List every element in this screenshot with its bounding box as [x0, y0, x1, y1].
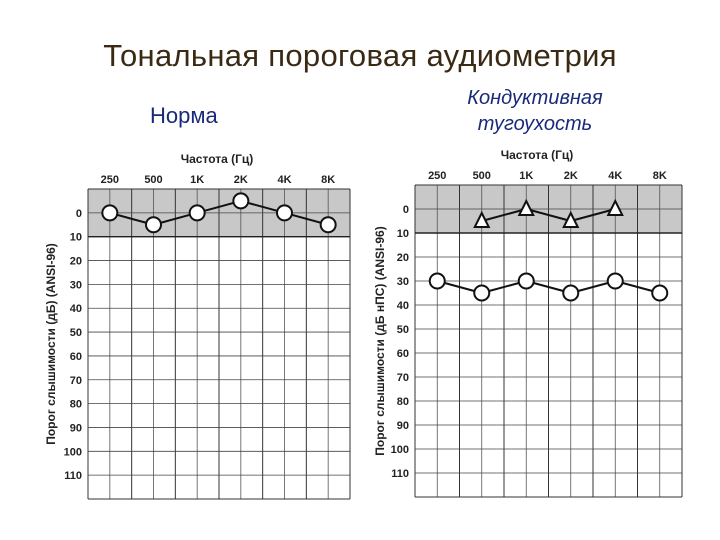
y-tick-label: 70	[397, 372, 409, 384]
y-tick-label: 60	[397, 348, 409, 360]
data-point-circle	[517, 272, 535, 290]
x-tick-label: 4K	[277, 174, 291, 186]
data-point-triangle	[473, 210, 491, 228]
y-tick-label: 10	[70, 232, 82, 244]
y-tick-label: 80	[70, 399, 82, 411]
y-tick-label: 50	[70, 327, 82, 339]
y-tick-label: 40	[397, 300, 409, 312]
x-tick-label: 1K	[190, 174, 204, 186]
data-point-circle	[473, 284, 491, 302]
y-tick-label: 30	[70, 279, 82, 291]
series-line-segment	[481, 208, 527, 222]
y-tick-label: 100	[64, 446, 82, 458]
data-point-triangle	[606, 198, 624, 216]
slide-title: Тональная пороговая аудиометрия	[103, 38, 617, 73]
data-point-circle	[428, 272, 446, 290]
y-tick-label: 80	[397, 396, 409, 408]
y-tick-label: 90	[70, 422, 82, 434]
y-tick-label: 100	[391, 444, 409, 456]
y-tick-label: 30	[397, 276, 409, 288]
y-tick-label: 60	[70, 351, 82, 363]
y-tick-label: 0	[403, 204, 409, 216]
x-tick-label: 500	[473, 170, 491, 182]
x-tick-label: 2K	[234, 174, 248, 186]
data-point-circle	[188, 204, 206, 222]
series-line-segment	[570, 208, 616, 222]
x-axis-title: Частота (Гц)	[501, 148, 574, 162]
y-tick-label: 90	[397, 420, 409, 432]
x-axis-title: Частота (Гц)	[181, 152, 254, 166]
data-point-circle	[145, 216, 162, 234]
x-tick-label: 250	[428, 170, 446, 182]
data-point-circle	[276, 204, 293, 222]
data-point-circle	[651, 284, 669, 302]
y-tick-label: 50	[397, 324, 409, 336]
x-tick-label: 1K	[519, 170, 533, 182]
x-tick-label: 250	[101, 174, 119, 186]
data-point-circle	[606, 272, 624, 290]
x-tick-label: 500	[144, 174, 162, 186]
data-point-circle	[562, 284, 580, 302]
data-point-triangle	[562, 210, 580, 228]
y-tick-label: 40	[70, 303, 82, 315]
x-tick-label: 4K	[608, 170, 622, 182]
y-axis-title: Порог слышимости (дБ) (ANSI-96)	[44, 243, 58, 445]
data-point-triangle	[517, 198, 535, 216]
data-point-circle	[232, 192, 250, 210]
chart-conductive-subtitle: Кондуктивная тугоухость	[467, 87, 603, 135]
y-tick-label: 20	[397, 252, 409, 264]
y-tick-label: 0	[76, 208, 82, 220]
y-tick-label: 110	[64, 470, 82, 482]
y-tick-label: 20	[70, 256, 82, 268]
data-point-circle	[101, 204, 119, 222]
chart-normal-subtitle: Норма	[150, 103, 218, 128]
y-tick-label: 110	[391, 468, 409, 480]
x-tick-label: 2K	[564, 170, 578, 182]
y-axis-title: Порог слышимости (дБ нПС) (ANSI-96)	[373, 226, 387, 455]
data-point-circle	[319, 216, 337, 234]
series-line-segment	[525, 208, 572, 222]
y-tick-label: 10	[397, 228, 409, 240]
x-tick-label: 8K	[653, 170, 667, 182]
y-tick-label: 70	[70, 375, 82, 387]
x-tick-label: 8K	[321, 174, 335, 186]
